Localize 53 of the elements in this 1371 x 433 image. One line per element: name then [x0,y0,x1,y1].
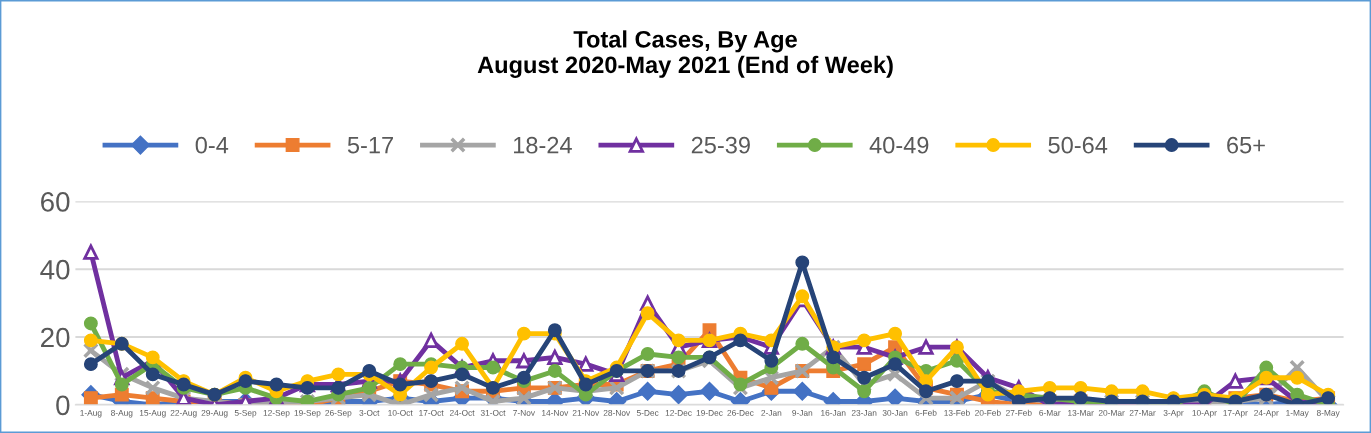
legend-label: 65+ [1227,136,1265,154]
chart-title: Total Cases, By Age August 2020-May 2021 (End of Week) [477,30,893,78]
x-tick-label: 15-Aug [139,410,166,418]
x-tick-label: 20-Mar [1098,409,1125,416]
x-tick-label: 17-Apr [1223,410,1248,418]
y-tick-label: 40 [40,259,70,280]
x-tick-label: 9-Jan [792,409,813,416]
legend-label: 40-49 [869,136,929,154]
x-tick-label: 6-Feb [915,409,937,416]
x-tick-label: 5-Sep [234,409,257,418]
x-tick-label: 24-Oct [449,409,475,416]
x-tick-label: 10-Apr [1192,409,1217,418]
x-tick-label: 6-Mar [1039,409,1061,416]
x-tick-label: 31-Oct [480,409,506,416]
x-tick-label: 5-Dec [636,410,659,416]
y-tick-label: 60 [41,192,70,212]
x-tick-label: 23-Jan [851,409,877,416]
x-tick-label: 2-Jan [761,409,782,416]
x-tick-label: 17-Oct [419,409,444,416]
x-tick-label: 3-Apr [1163,409,1184,418]
x-tick-label: 28-Nov [603,409,631,416]
x-tick-label: 22-Aug [170,409,197,418]
x-tick-label: 27-Feb [1006,409,1032,416]
x-tick-label: 16-Jan [821,409,846,416]
x-tick-label: 30-Jan [882,409,908,416]
x-tick-label: 29-Aug [201,409,228,418]
legend-label: 25-39 [691,136,750,154]
y-tick-label: 20 [41,327,70,348]
legend-label: 0-4 [195,136,229,154]
x-tick-label: 24-Apr [1254,409,1279,418]
x-tick-label: 21-Nov [572,409,600,416]
x-tick-label: 19-Dec [696,409,723,416]
x-tick-label: 27-Mar [1129,409,1156,416]
x-tick-label: 3-Oct [359,409,380,416]
x-tick-label: 20-Feb [975,409,1001,416]
x-tick-label: 12-Dec [665,409,692,416]
x-tick-label: 26-Dec [727,409,754,416]
x-tick-label: 8-May [1316,409,1340,418]
x-tick-label: 7-Nov [513,410,535,416]
x-tick-label: 13-Feb [944,409,970,416]
x-tick-label: 10-Oct [388,409,413,416]
x-tick-label: 19-Sep [294,409,321,418]
x-tick-label: 1-Aug [80,410,102,418]
x-tick-label: 8-Aug [111,409,133,418]
legend-label: 50-64 [1048,136,1108,154]
x-tick-label: 12-Sep [263,409,290,418]
y-tick-label: 0 [56,395,70,416]
x-tick-label: 14-Nov [542,410,569,416]
x-tick-label: 13-Mar [1068,409,1094,416]
legend-label: 5-17 [347,137,393,154]
x-tick-label: 1-May [1286,410,1309,418]
legend-label: 18-24 [514,136,572,154]
x-tick-label: 26-Sep [325,409,352,418]
